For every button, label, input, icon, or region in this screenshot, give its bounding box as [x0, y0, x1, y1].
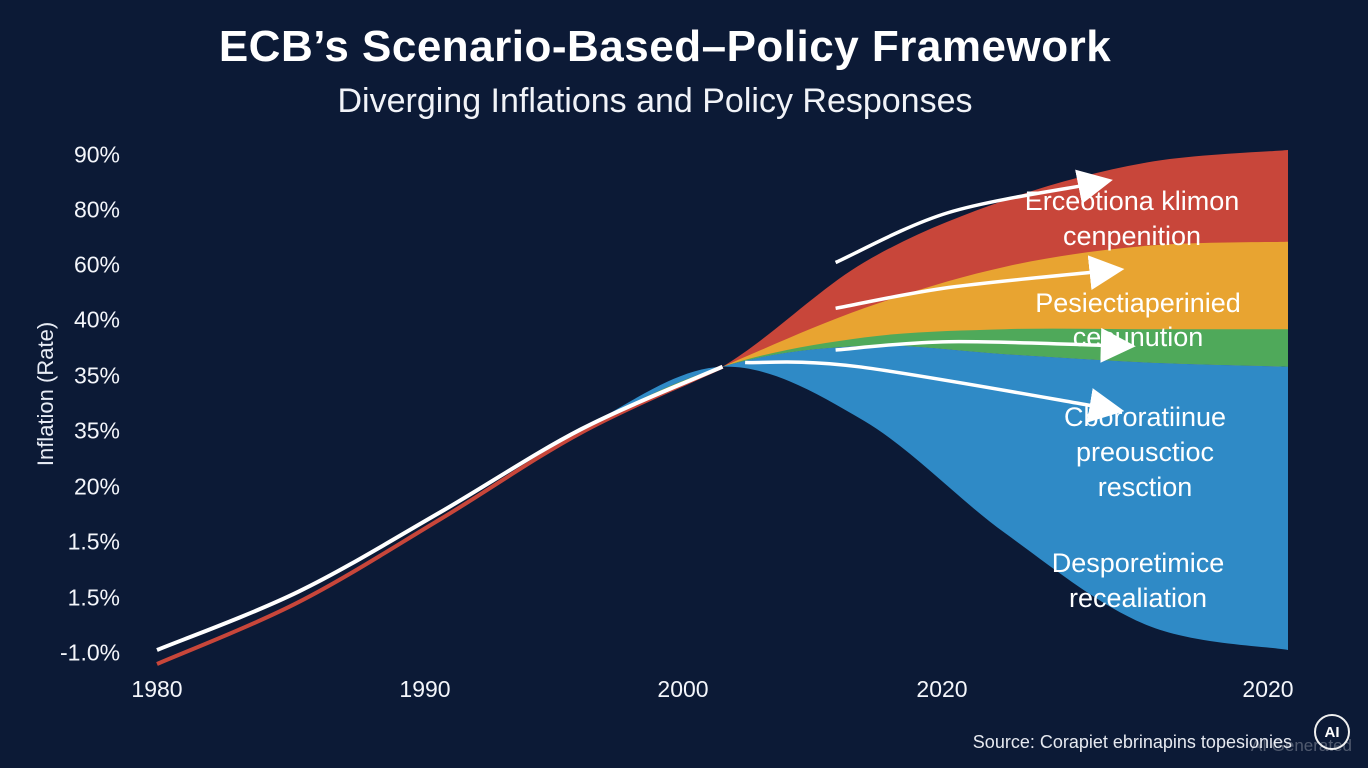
band-label-exceptional-line2: cenpenition	[1063, 221, 1201, 251]
chart-title: ECB’s Scenario-Based–Policy Framework	[218, 22, 1112, 71]
y-tick-label: 80%	[73, 196, 120, 223]
arrow-persistent	[835, 255, 1125, 311]
band-label-contractionary-line2: preousctioc	[1076, 437, 1214, 467]
band-label-contractionary-line3: resction	[1098, 472, 1193, 502]
x-tick-label: 2020	[1242, 676, 1294, 702]
band-label-contractionary-line1: Cborоratiinue	[1064, 402, 1226, 432]
ai-badge-icon: AI	[1314, 714, 1350, 750]
band-label-exceptional-line1: Erceotiona klimon	[1025, 186, 1240, 216]
x-tick-label: 1980	[131, 676, 183, 702]
y-tick-label: 35%	[73, 417, 120, 444]
x-tick-label: 2000	[657, 676, 709, 702]
band-label-persistent-line1: Pesiectiaperinied	[1035, 288, 1241, 318]
x-tick-label: 1990	[399, 676, 451, 702]
band-contractionary-area	[157, 328, 1288, 650]
band-disinflation-area	[157, 345, 1288, 650]
band-label-persistent-line2: cesunution	[1073, 322, 1204, 352]
y-tick-label: 1.5%	[67, 528, 120, 555]
arrow-contractionary	[835, 327, 1136, 363]
x-tick-label: 2020	[916, 676, 968, 702]
y-tick-label: 40%	[73, 306, 120, 333]
source-note: Source: Corapiet ebrinapins topesionies	[972, 732, 1292, 752]
historical-red-line	[156, 364, 724, 666]
y-tick-label: 1.5%	[67, 584, 120, 611]
arrow-disinflation	[745, 360, 1125, 423]
historical-inflation-line	[156, 364, 724, 652]
band-label-disinflation-line1: Desporetimice	[1052, 548, 1225, 578]
y-tick-label: -1.0%	[60, 639, 121, 666]
chart-subtitle: Diverging Inflations and Policy Response…	[337, 82, 973, 120]
arrow-exceptional	[834, 169, 1113, 265]
y-tick-label: 90%	[73, 141, 120, 168]
y-tick-label: 60%	[73, 251, 120, 278]
ai-watermark: AI Generated	[1250, 736, 1352, 755]
band-label-disinflation-line2: recealiation	[1069, 583, 1207, 613]
y-tick-label: 20%	[73, 473, 120, 500]
y-tick-label: 35%	[73, 362, 120, 389]
